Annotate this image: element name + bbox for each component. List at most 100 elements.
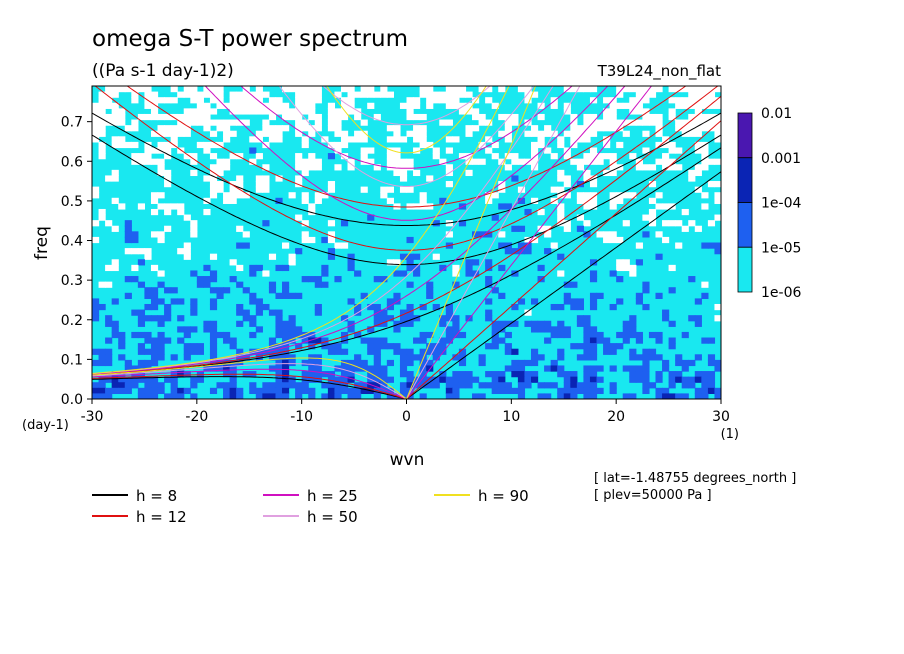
field-cell	[504, 153, 512, 160]
field-cell	[203, 276, 211, 283]
field-cell	[144, 303, 152, 311]
annotation-lat: [ lat=-1.48755 degrees_north ]	[594, 471, 796, 486]
field-cell	[255, 108, 263, 115]
field-cell	[131, 371, 139, 378]
field-cell	[589, 371, 598, 378]
field-cell	[347, 158, 355, 165]
field-cell	[314, 276, 322, 283]
field-cell	[334, 119, 342, 126]
field-cell	[308, 376, 316, 383]
field-cell	[144, 331, 152, 339]
field-cell	[118, 141, 126, 149]
field-cell	[144, 387, 152, 395]
field-cell	[118, 387, 126, 395]
field-cell	[367, 214, 375, 221]
field-cell	[236, 281, 244, 288]
field-cell	[334, 141, 342, 149]
field-cell	[340, 86, 349, 93]
field-cell	[478, 231, 486, 238]
field-cell	[164, 97, 172, 104]
field-cell	[131, 365, 139, 372]
field-cell	[393, 292, 401, 299]
field-cell	[419, 141, 427, 149]
field-cell	[524, 248, 532, 255]
field-cell	[570, 387, 578, 395]
field-cell	[262, 270, 270, 277]
field-cell	[648, 354, 657, 361]
field-cell	[511, 175, 519, 182]
field-cell	[458, 331, 467, 339]
field-cell	[255, 326, 263, 333]
field-cell	[609, 231, 617, 238]
field-cell	[262, 387, 270, 395]
field-cell	[544, 130, 552, 137]
field-cell	[268, 365, 277, 372]
field-cell	[537, 141, 545, 149]
field-cell	[295, 130, 303, 137]
field-cell	[314, 86, 322, 93]
field-cell	[511, 119, 519, 126]
field-cell	[596, 387, 604, 395]
field-cell	[609, 387, 617, 395]
field-cell	[150, 197, 159, 204]
field-cell	[399, 320, 408, 327]
field-cell	[583, 382, 591, 389]
curve-kelvin-h25	[406, 86, 653, 399]
field-cell	[530, 141, 539, 149]
field-cell	[452, 387, 460, 395]
field-cell	[327, 125, 336, 132]
field-cell	[406, 309, 414, 316]
field-cell	[367, 158, 375, 165]
field-cell	[498, 376, 506, 383]
field-cell	[327, 248, 336, 255]
field-cell	[701, 91, 709, 98]
field-cell	[157, 113, 165, 121]
field-cell	[583, 387, 591, 395]
field-cell	[209, 108, 218, 115]
field-cell	[530, 130, 539, 137]
field-cell	[177, 298, 185, 305]
field-cell	[275, 108, 283, 115]
field-cell	[609, 236, 617, 244]
field-cell	[485, 298, 493, 305]
field-cell	[183, 371, 191, 378]
field-cell	[308, 393, 316, 399]
field-cell	[249, 91, 257, 98]
field-cell	[452, 102, 460, 109]
field-cell	[445, 315, 453, 322]
field-cell	[137, 259, 146, 266]
field-cell	[92, 348, 100, 355]
field-cell	[570, 298, 578, 305]
field-cell	[177, 147, 185, 154]
field-cell	[190, 343, 198, 350]
field-cell	[157, 231, 165, 238]
chart-subtitle: ((Pa s-1 day-1)2)	[92, 61, 234, 81]
field-cell	[688, 175, 696, 182]
field-cell	[688, 359, 696, 367]
field-cell	[327, 382, 336, 389]
field-cell	[662, 220, 670, 227]
field-cell	[373, 164, 381, 171]
field-cell	[236, 387, 244, 395]
field-cell	[629, 376, 637, 383]
field-cell	[196, 102, 204, 109]
field-cell	[662, 203, 670, 210]
field-cell	[583, 113, 591, 121]
field-cell	[622, 86, 630, 93]
field-cell	[563, 371, 571, 378]
field-cell	[485, 259, 493, 266]
field-cell	[164, 153, 172, 160]
field-cell	[589, 203, 598, 210]
field-cell	[183, 354, 191, 361]
field-cell	[465, 376, 473, 383]
field-cell	[583, 153, 591, 160]
field-cell	[314, 309, 322, 316]
field-cell	[164, 309, 172, 316]
field-cell	[563, 220, 571, 227]
field-cell	[635, 91, 643, 98]
field-cell	[589, 276, 598, 283]
field-cell	[563, 281, 571, 288]
field-cell	[445, 387, 453, 395]
field-cell	[255, 186, 263, 193]
field-cell	[583, 365, 591, 372]
